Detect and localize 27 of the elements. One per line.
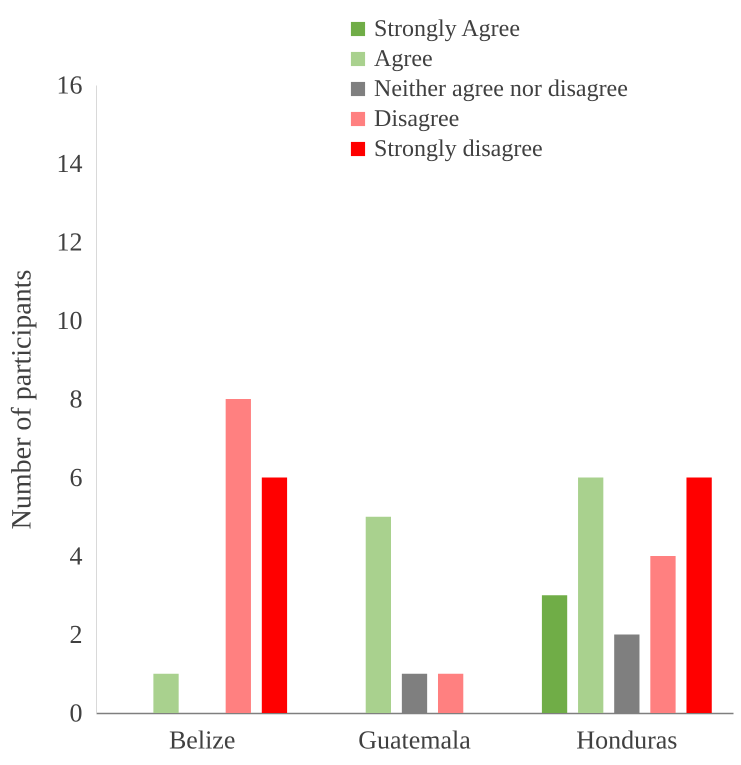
y-tick-label: 12	[56, 228, 82, 256]
bar	[438, 674, 464, 713]
y-tick-label: 4	[70, 542, 82, 570]
legend-label: Neither agree nor disagree	[374, 76, 628, 102]
y-tick-label: 14	[56, 149, 82, 178]
y-tick-label: 16	[56, 70, 82, 100]
legend-label: Agree	[374, 46, 433, 72]
x-tick-label: Honduras	[576, 726, 678, 754]
x-tick-label: Guatemala	[358, 726, 472, 754]
bar	[226, 399, 251, 713]
y-tick-label: 0	[70, 698, 82, 728]
y-tick-label: 8	[70, 384, 82, 414]
legend-label: Strongly disagree	[374, 136, 543, 162]
bar	[686, 478, 712, 713]
bar	[153, 674, 179, 713]
legend-label: Disagree	[374, 106, 460, 132]
x-tick-label: Belize	[168, 726, 236, 754]
y-tick-label: 2	[70, 620, 82, 649]
y-tick-label: 10	[56, 306, 82, 335]
bar	[578, 478, 604, 713]
bar	[262, 478, 288, 713]
bar	[650, 556, 676, 713]
legend-label: Strongly Agree	[374, 16, 520, 42]
bar	[542, 595, 568, 713]
bar	[366, 516, 392, 713]
y-tick-label: 6	[70, 463, 82, 492]
y-axis-title: Number of participants	[6, 270, 38, 530]
